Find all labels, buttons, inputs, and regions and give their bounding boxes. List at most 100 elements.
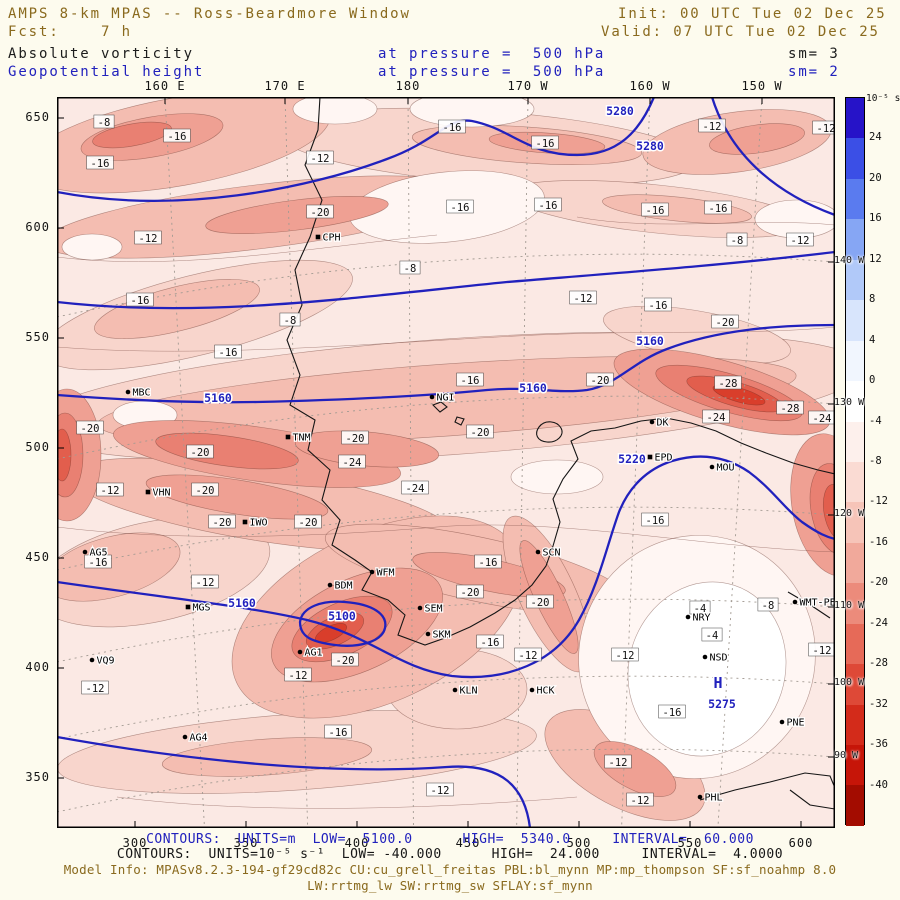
vorticity-shading-blob <box>823 484 835 540</box>
vorticity-contour-label: -12 <box>426 782 454 797</box>
coastline-islet <box>432 401 448 413</box>
station-square-icon <box>185 604 191 610</box>
vorticity-shading-blob <box>602 194 752 224</box>
station-marker: AG4 <box>182 731 209 745</box>
label-box <box>689 600 711 615</box>
graticule-meridian <box>516 97 529 828</box>
vorticity-contour-label: -12 <box>808 642 835 657</box>
vorticity-contour-label: -24 <box>702 409 730 424</box>
vorticity-shading-blob <box>510 459 604 495</box>
field2-smoothing: sm= 2 <box>788 64 840 80</box>
axis-tick-label-bottom: 300 <box>122 836 148 850</box>
label-text: -8 <box>731 235 744 247</box>
map-border <box>57 97 835 828</box>
colorbar-segment <box>846 502 864 543</box>
station-dot-icon <box>369 569 375 575</box>
page-title: AMPS 8-km MPAS -- Ross-Beardmore Window <box>8 6 411 22</box>
station-dot-icon <box>697 794 703 800</box>
label-box <box>331 652 359 667</box>
vorticity-contour-lines <box>57 216 835 809</box>
label-box <box>279 312 301 327</box>
vorticity-contour-label: -20 <box>456 584 484 599</box>
axis-tick-label-right: 130 W <box>834 397 865 408</box>
station-name: KLN <box>460 686 478 697</box>
label-text: -28 <box>719 378 738 390</box>
station-name: MBC <box>133 388 151 399</box>
vorticity-contour-label: -8 <box>279 312 301 327</box>
label-box <box>586 372 614 387</box>
vorticity-contour-label: -16 <box>644 297 672 312</box>
vorticity-contour-label: -12 <box>626 792 654 807</box>
vorticity-contour-label: -12 <box>81 680 109 695</box>
label-box <box>338 454 366 469</box>
station-dot-icon <box>182 734 188 740</box>
forecast-hour: Fcst: 7 h <box>8 24 132 40</box>
label-text: -20 <box>81 423 100 435</box>
vorticity-shading-blob <box>409 97 535 128</box>
label-text: -20 <box>299 517 318 529</box>
label-text: -12 <box>519 650 538 662</box>
vorticity-contour-label: -16 <box>474 554 502 569</box>
station-dot-icon <box>709 464 715 470</box>
field1-name: Absolute vorticity <box>8 46 194 62</box>
label-box <box>294 514 322 529</box>
label-text: -12 <box>431 785 450 797</box>
label-box <box>726 232 748 247</box>
label-text: -20 <box>471 427 490 439</box>
axis-tick-label-top: 150 W <box>741 79 783 93</box>
coastline-ross-island <box>536 421 563 443</box>
label-box <box>808 642 835 657</box>
station-marker: SKM <box>425 628 452 642</box>
colorbar-segment <box>846 745 864 786</box>
height-contour-5220-north <box>57 250 835 310</box>
vorticity-contour-line <box>576 216 835 226</box>
label-box <box>426 782 454 797</box>
label-text: -16 <box>168 131 187 143</box>
coastline-edge <box>787 591 831 619</box>
station-dot-icon <box>792 599 798 605</box>
station-square-icon <box>285 434 291 440</box>
label-box <box>81 680 109 695</box>
colorbar-tick-label: -40 <box>869 778 888 791</box>
vorticity-contour-line <box>116 796 578 809</box>
label-text: -12 <box>196 577 215 589</box>
vorticity-contour-label: -28 <box>776 400 804 415</box>
station-dot-icon <box>529 687 535 693</box>
station-marker: PHL <box>697 791 724 805</box>
height-contour-trough <box>57 455 835 679</box>
coastlines <box>286 97 835 810</box>
label-box <box>641 202 669 217</box>
vorticity-contour-label: -16 <box>214 344 242 359</box>
label-box <box>93 114 115 129</box>
label-box <box>466 424 494 439</box>
label-box <box>163 128 191 143</box>
graticule-meridian <box>621 97 651 828</box>
label-box <box>306 150 334 165</box>
label-box <box>96 482 124 497</box>
label-text: -16 <box>536 138 555 150</box>
vorticity-contour-label: -20 <box>586 372 614 387</box>
label-text: -24 <box>707 412 726 424</box>
label-box <box>808 410 835 425</box>
colorbar-segment <box>846 178 864 220</box>
colorbar-tick-label: 24 <box>869 131 882 144</box>
label-box <box>284 667 312 682</box>
label-text: -16 <box>443 122 462 134</box>
label-text: -12 <box>139 233 158 245</box>
station-marker: VHN <box>145 486 172 500</box>
station-marker: CPH <box>315 231 342 245</box>
vorticity-contour-label: -16 <box>163 128 191 143</box>
label-box <box>711 314 739 329</box>
station-square-icon <box>242 519 248 525</box>
vorticity-contour-label: -4 <box>689 600 711 615</box>
axis-tick-label-left: 450 <box>25 550 50 564</box>
station-name: AG4 <box>190 733 208 744</box>
vorticity-contour-label: -8 <box>399 260 421 275</box>
station-dot-icon <box>82 549 88 555</box>
axis-tick-label-top: 180 <box>395 79 421 93</box>
graticule-meridian <box>717 97 763 828</box>
station-square-icon <box>145 489 151 495</box>
label-text: -20 <box>336 655 355 667</box>
label-text: -24 <box>343 457 362 469</box>
